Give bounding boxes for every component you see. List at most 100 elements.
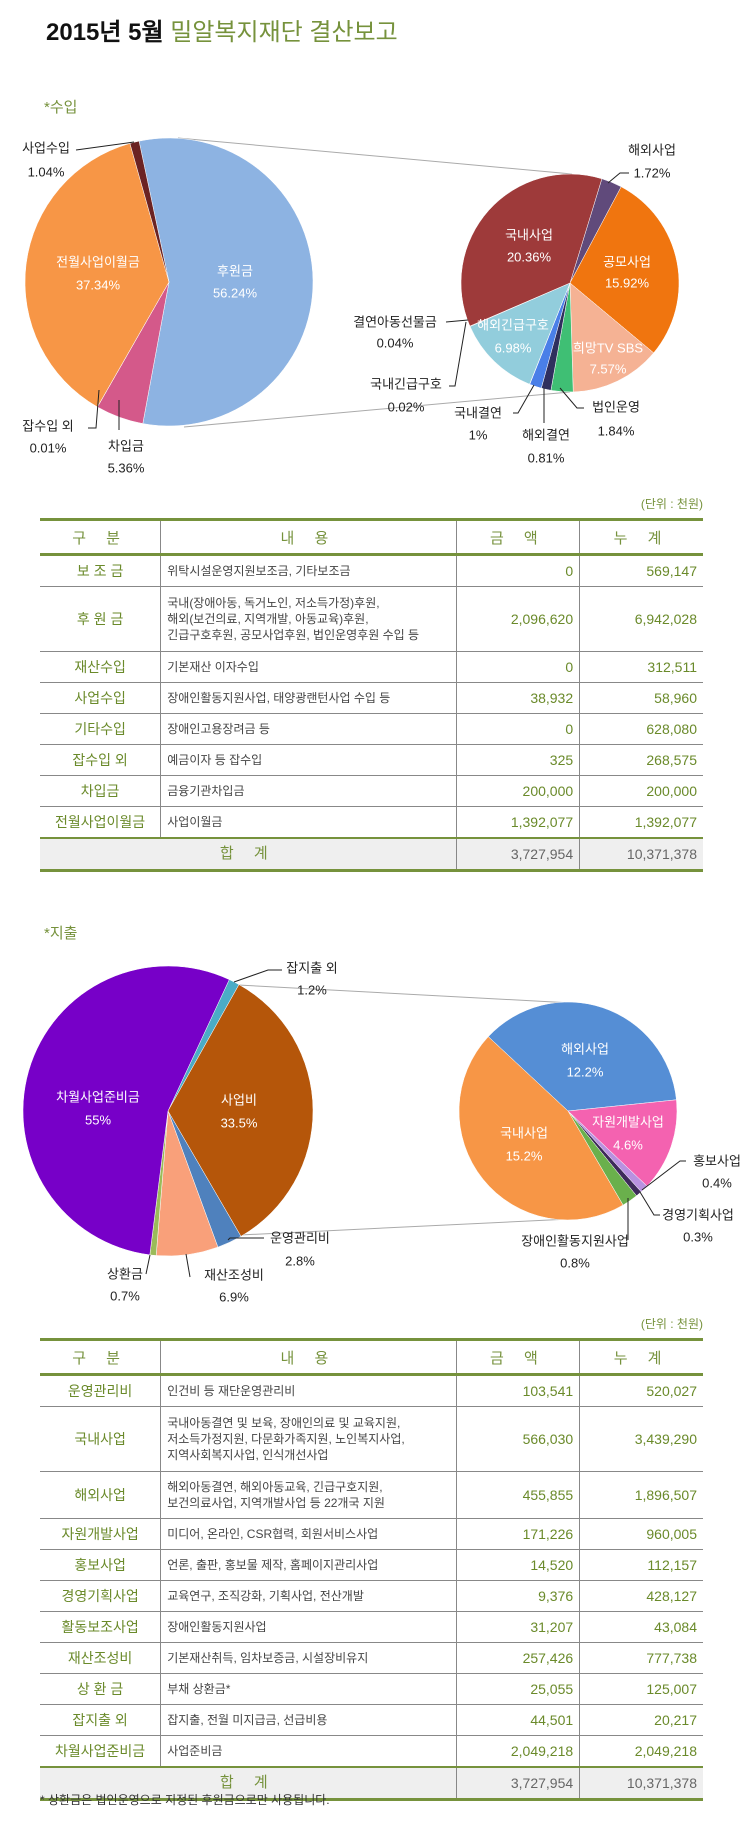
total-row: 합 계 3,727,954 10,371,378 [40, 1766, 703, 1801]
row-amount: 1,392,077 [455, 806, 580, 839]
table-row: 차월사업준비금 사업준비금 2,049,218 2,049,218 [40, 1735, 703, 1768]
row-category: 잡지출 외 [40, 1704, 161, 1736]
row-category: 잡수입 외 [40, 744, 161, 776]
row-amount: 455,855 [455, 1471, 580, 1519]
row-content: 기본재산취득, 임차보증금, 시설장비유지 [160, 1642, 457, 1674]
label-d-overseas-sponsor: 해외결연 [522, 427, 570, 443]
pie-slice [22, 965, 230, 1256]
column-header: 내 용 [160, 1338, 457, 1376]
value-e-repayment: 0.7% [110, 1288, 140, 1304]
row-category: 기타수입 [40, 713, 161, 745]
row-cumulative: 312,511 [579, 651, 703, 683]
pie-slice [458, 1036, 624, 1221]
row-cumulative: 960,005 [579, 1518, 703, 1550]
total-amount: 3,727,954 [455, 837, 580, 872]
row-category: 차입금 [40, 775, 161, 807]
table-row: 후 원 금 국내(장애아동, 독거노인, 저소득가정)후원, 해외(보건의료, 지역… [40, 586, 703, 652]
row-content: 국내(장애아동, 독거노인, 저소득가정)후원, 해외(보건의료, 지역개발, 아… [160, 586, 457, 652]
table-row: 전월사업이월금 사업이월금 1,392,077 1,392,077 [40, 806, 703, 839]
pie-slice [569, 282, 655, 393]
row-content: 교육연구, 조직강화, 기획사업, 전산개발 [160, 1580, 457, 1612]
total-cumulative: 10,371,378 [579, 1766, 703, 1801]
label-income-carryover: 전월사업이월금 [56, 254, 140, 270]
total-label: 합 계 [40, 837, 457, 872]
row-category: 국내사업 [40, 1406, 161, 1472]
donation-breakdown-pie [460, 173, 680, 393]
value-d-sbs: 7.57% [589, 361, 627, 377]
label-d-overseas: 해외사업 [628, 142, 676, 158]
title-main: 밀알복지재단 결산보고 [170, 19, 398, 46]
table-row: 국내사업 국내아동결연 및 보육, 장애인의료 및 교육지원, 저소득가정지원, 다… [40, 1406, 703, 1472]
label-d-domestic-sponsor: 국내결연 [454, 405, 502, 421]
total-label: 합 계 [40, 1766, 457, 1801]
label-b-pr: 홍보사업 [693, 1153, 741, 1169]
value-income-loan: 5.36% [107, 460, 145, 476]
table-row: 활동보조사업 장애인활동지원사업 31,207 43,084 [40, 1611, 703, 1643]
row-category: 사업수입 [40, 682, 161, 714]
row-category: 상 환 금 [40, 1673, 161, 1705]
row-content: 인건비 등 재단운영관리비 [160, 1374, 457, 1407]
row-cumulative: 268,575 [579, 744, 703, 776]
row-content: 언론, 출판, 홍보물 제작, 홈페이지관리사업 [160, 1549, 457, 1581]
value-d-gift: 0.04% [376, 335, 414, 351]
value-e-asset: 6.9% [219, 1289, 249, 1305]
row-content: 예금이자 등 잡수입 [160, 744, 457, 776]
label-b-fundraising: 자원개발사업 [592, 1114, 664, 1130]
footnote: * 상환금은 법인운영으로 지정된 후원금으로만 사용됩니다. [40, 1793, 330, 1807]
title-date: 2015년 5월 [46, 19, 164, 46]
value-b-domestic: 15.2% [505, 1148, 543, 1164]
column-header: 금 액 [455, 518, 580, 556]
column-header: 구 분 [40, 1338, 161, 1376]
row-cumulative: 1,896,507 [579, 1471, 703, 1519]
column-header: 내 용 [160, 518, 457, 556]
total-row: 합 계 3,727,954 10,371,378 [40, 837, 703, 872]
row-cumulative: 520,027 [579, 1374, 703, 1407]
business-expense-breakdown-pie [458, 1001, 678, 1221]
row-amount: 25,055 [455, 1673, 580, 1705]
table-row: 재산조성비 기본재산취득, 임차보증금, 시설장비유지 257,426 777,738 [40, 1642, 703, 1674]
label-d-gift: 결연아동선물금 [353, 314, 437, 330]
label-e-reserve: 차월사업준비금 [56, 1089, 140, 1105]
row-cumulative: 20,217 [579, 1704, 703, 1736]
income-pie [24, 137, 314, 427]
column-header: 구 분 [40, 518, 161, 556]
total-cumulative: 10,371,378 [579, 837, 703, 872]
row-category: 차월사업준비금 [40, 1735, 161, 1768]
row-category: 자원개발사업 [40, 1518, 161, 1550]
value-b-fundraising: 4.6% [613, 1137, 643, 1153]
row-amount: 38,932 [455, 682, 580, 714]
total-amount: 3,727,954 [455, 1766, 580, 1801]
pie-slice [167, 984, 314, 1237]
row-amount: 2,049,218 [455, 1735, 580, 1768]
row-amount: 31,207 [455, 1611, 580, 1643]
row-content: 위탁시설운영지원보조금, 기타보조금 [160, 554, 457, 587]
row-amount: 566,030 [455, 1406, 580, 1472]
leader-lines [75, 141, 686, 1278]
table-row: 보 조 금 위탁시설운영지원보조금, 기타보조금 0 569,147 [40, 554, 703, 587]
row-category: 운영관리비 [40, 1374, 161, 1407]
row-amount: 0 [455, 651, 580, 683]
value-b-activity: 0.8% [560, 1255, 590, 1271]
value-income-business: 1.04% [27, 164, 65, 180]
row-category: 경영기획사업 [40, 1580, 161, 1612]
table-row: 사업수입 장애인활동지원사업, 태양광랜턴사업 수입 등 38,932 58,960 [40, 682, 703, 714]
expense-unit-note: (단위 : 천원) [640, 1317, 703, 1331]
row-content: 장애인활동지원사업 [160, 1611, 457, 1643]
value-d-overseas: 1.72% [633, 165, 671, 181]
label-income-misc: 잡수입 외 [22, 418, 74, 434]
pie-slice [567, 1099, 678, 1187]
row-amount: 0 [455, 554, 580, 587]
label-d-corporate: 법인운영 [592, 399, 640, 415]
pie-slice [129, 140, 170, 283]
row-category: 전월사업이월금 [40, 806, 161, 839]
row-content: 사업준비금 [160, 1735, 457, 1768]
table-row: 잡지출 외 잡지출, 전월 미지급금, 선급비용 44,501 20,217 [40, 1704, 703, 1736]
row-amount: 2,096,620 [455, 586, 580, 652]
label-e-asset: 재산조성비 [204, 1267, 264, 1283]
value-e-operation: 2.8% [285, 1253, 315, 1269]
value-d-overseas-sponsor: 0.81% [527, 450, 565, 466]
pie-slice [469, 282, 571, 385]
row-amount: 171,226 [455, 1518, 580, 1550]
